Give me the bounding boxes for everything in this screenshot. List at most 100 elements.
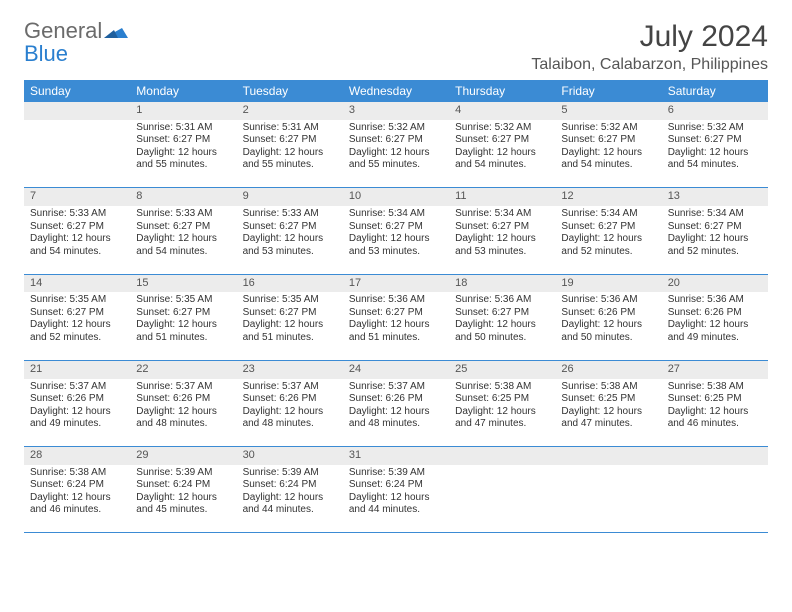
day-number: 13: [662, 188, 768, 206]
sunrise-text: Sunrise: 5:33 AM: [243, 208, 337, 221]
day1-text: Daylight: 12 hours: [668, 406, 762, 419]
calendar-table: Sunday Monday Tuesday Wednesday Thursday…: [24, 80, 768, 533]
day2-text: and 44 minutes.: [349, 504, 443, 517]
day1-text: Daylight: 12 hours: [30, 406, 124, 419]
day-content-row: Sunrise: 5:37 AMSunset: 6:26 PMDaylight:…: [24, 379, 768, 447]
day-content-row: Sunrise: 5:38 AMSunset: 6:24 PMDaylight:…: [24, 465, 768, 533]
sunset-text: Sunset: 6:27 PM: [136, 134, 230, 147]
sunset-text: Sunset: 6:26 PM: [243, 393, 337, 406]
day-number: 14: [24, 274, 130, 292]
weekday-header: Thursday: [449, 80, 555, 102]
sunset-text: Sunset: 6:27 PM: [136, 221, 230, 234]
day1-text: Daylight: 12 hours: [136, 492, 230, 505]
sunset-text: Sunset: 6:27 PM: [243, 134, 337, 147]
day-cell: Sunrise: 5:33 AMSunset: 6:27 PMDaylight:…: [237, 206, 343, 274]
sunset-text: Sunset: 6:27 PM: [349, 134, 443, 147]
day-cell: Sunrise: 5:34 AMSunset: 6:27 PMDaylight:…: [449, 206, 555, 274]
day-cell: Sunrise: 5:35 AMSunset: 6:27 PMDaylight:…: [237, 292, 343, 360]
sunrise-text: Sunrise: 5:36 AM: [349, 294, 443, 307]
day-number: 25: [449, 360, 555, 378]
day2-text: and 51 minutes.: [136, 332, 230, 345]
sunrise-text: Sunrise: 5:33 AM: [136, 208, 230, 221]
sunset-text: Sunset: 6:27 PM: [30, 307, 124, 320]
day1-text: Daylight: 12 hours: [349, 319, 443, 332]
sunset-text: Sunset: 6:25 PM: [668, 393, 762, 406]
sunrise-text: Sunrise: 5:38 AM: [30, 467, 124, 480]
day-number: 23: [237, 360, 343, 378]
sunset-text: Sunset: 6:27 PM: [349, 307, 443, 320]
day-number: 28: [24, 447, 130, 465]
day1-text: Daylight: 12 hours: [455, 319, 549, 332]
day1-text: Daylight: 12 hours: [561, 406, 655, 419]
day2-text: and 50 minutes.: [561, 332, 655, 345]
day2-text: and 54 minutes.: [455, 159, 549, 172]
sunset-text: Sunset: 6:27 PM: [455, 134, 549, 147]
day2-text: and 54 minutes.: [136, 246, 230, 259]
day-number: 26: [555, 360, 661, 378]
day-cell: [449, 465, 555, 533]
day1-text: Daylight: 12 hours: [136, 147, 230, 160]
day2-text: and 54 minutes.: [561, 159, 655, 172]
day2-text: and 55 minutes.: [349, 159, 443, 172]
day2-text: and 44 minutes.: [243, 504, 337, 517]
day-cell: Sunrise: 5:36 AMSunset: 6:26 PMDaylight:…: [555, 292, 661, 360]
sunset-text: Sunset: 6:27 PM: [668, 221, 762, 234]
day1-text: Daylight: 12 hours: [668, 233, 762, 246]
day2-text: and 50 minutes.: [455, 332, 549, 345]
day1-text: Daylight: 12 hours: [136, 319, 230, 332]
day1-text: Daylight: 12 hours: [455, 147, 549, 160]
sunrise-text: Sunrise: 5:38 AM: [561, 381, 655, 394]
brand-logo: General Blue: [24, 20, 128, 66]
day-number: 15: [130, 274, 236, 292]
sunset-text: Sunset: 6:27 PM: [668, 134, 762, 147]
day2-text: and 55 minutes.: [136, 159, 230, 172]
day-number: 30: [237, 447, 343, 465]
day-cell: Sunrise: 5:39 AMSunset: 6:24 PMDaylight:…: [343, 465, 449, 533]
weekday-header-row: Sunday Monday Tuesday Wednesday Thursday…: [24, 80, 768, 102]
sunrise-text: Sunrise: 5:35 AM: [243, 294, 337, 307]
day2-text: and 54 minutes.: [668, 159, 762, 172]
day-cell: Sunrise: 5:38 AMSunset: 6:25 PMDaylight:…: [555, 379, 661, 447]
day-number: 3: [343, 102, 449, 120]
day-cell: [555, 465, 661, 533]
day-cell: Sunrise: 5:36 AMSunset: 6:27 PMDaylight:…: [449, 292, 555, 360]
day-number: 6: [662, 102, 768, 120]
day1-text: Daylight: 12 hours: [349, 406, 443, 419]
day1-text: Daylight: 12 hours: [668, 319, 762, 332]
sunrise-text: Sunrise: 5:34 AM: [668, 208, 762, 221]
day1-text: Daylight: 12 hours: [349, 233, 443, 246]
location-subtitle: Talaibon, Calabarzon, Philippines: [531, 56, 768, 74]
day-number-row: 21222324252627: [24, 360, 768, 378]
sunrise-text: Sunrise: 5:39 AM: [349, 467, 443, 480]
sunrise-text: Sunrise: 5:38 AM: [455, 381, 549, 394]
weekday-header: Sunday: [24, 80, 130, 102]
day1-text: Daylight: 12 hours: [561, 147, 655, 160]
day-number: [24, 102, 130, 120]
day1-text: Daylight: 12 hours: [136, 233, 230, 246]
day2-text: and 52 minutes.: [668, 246, 762, 259]
sunset-text: Sunset: 6:27 PM: [243, 221, 337, 234]
day1-text: Daylight: 12 hours: [136, 406, 230, 419]
day-number: 4: [449, 102, 555, 120]
weekday-header: Saturday: [662, 80, 768, 102]
sunset-text: Sunset: 6:27 PM: [243, 307, 337, 320]
sunrise-text: Sunrise: 5:33 AM: [30, 208, 124, 221]
sunset-text: Sunset: 6:26 PM: [349, 393, 443, 406]
day-number: 11: [449, 188, 555, 206]
weekday-header: Monday: [130, 80, 236, 102]
day1-text: Daylight: 12 hours: [30, 492, 124, 505]
day2-text: and 55 minutes.: [243, 159, 337, 172]
sunset-text: Sunset: 6:27 PM: [561, 134, 655, 147]
day-number-row: 28293031: [24, 447, 768, 465]
day-content-row: Sunrise: 5:35 AMSunset: 6:27 PMDaylight:…: [24, 292, 768, 360]
day-cell: Sunrise: 5:36 AMSunset: 6:27 PMDaylight:…: [343, 292, 449, 360]
day-number: 18: [449, 274, 555, 292]
day2-text: and 47 minutes.: [455, 418, 549, 431]
day-number: 8: [130, 188, 236, 206]
day-cell: Sunrise: 5:33 AMSunset: 6:27 PMDaylight:…: [24, 206, 130, 274]
day-number: [449, 447, 555, 465]
sunset-text: Sunset: 6:26 PM: [30, 393, 124, 406]
day-number: 1: [130, 102, 236, 120]
day1-text: Daylight: 12 hours: [455, 233, 549, 246]
sunrise-text: Sunrise: 5:37 AM: [136, 381, 230, 394]
